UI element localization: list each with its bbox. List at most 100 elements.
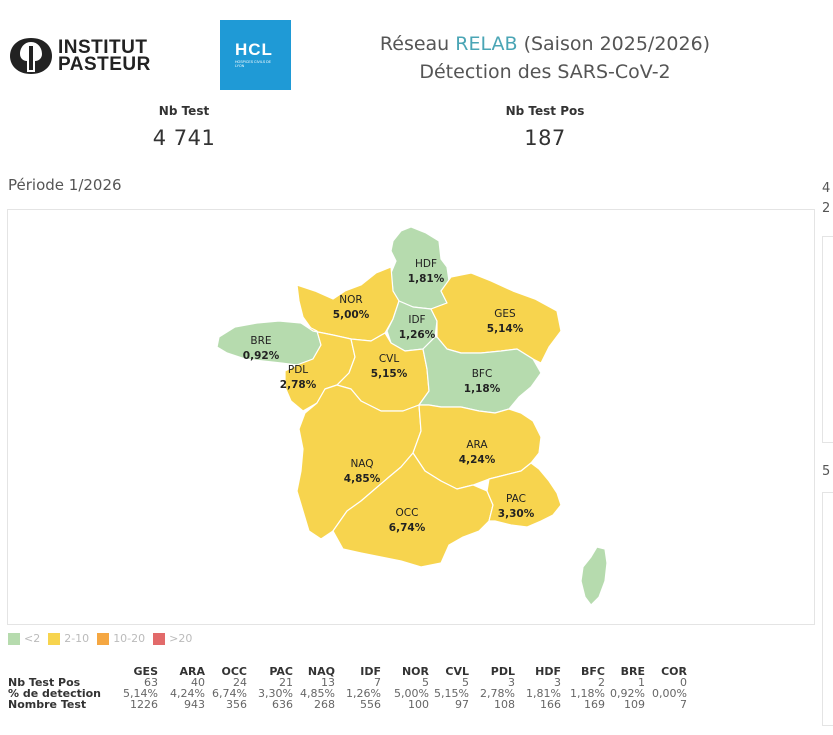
table-column-header: GES	[133, 665, 158, 678]
table-cell: 0,00%	[652, 687, 687, 700]
france-region-map[interactable]: HDF 1,81% NOR 5,00% IDF 1,26% GES 5,14% …	[8, 210, 814, 624]
legend-label-10-20: 10-20	[113, 632, 146, 645]
region-label-naq-pct: 4,85%	[344, 473, 381, 485]
table-column-header: CVL	[445, 665, 469, 678]
table-column-header: NOR	[401, 665, 429, 678]
table-cell: 1,18%	[570, 687, 605, 700]
table-cell: 5	[422, 676, 429, 689]
table-cell: 1,81%	[526, 687, 561, 700]
region-label-ges-code: GES	[494, 308, 516, 320]
table-column-header: OCC	[221, 665, 248, 678]
title-prefix: Réseau	[379, 33, 456, 55]
table-row-label: Nb Test Pos	[8, 676, 81, 689]
table-cell: 5	[462, 676, 469, 689]
kpi-nb-test-label: Nb Test	[158, 104, 210, 118]
table-column-header: BFC	[581, 665, 605, 678]
legend-label-2-10: 2-10	[64, 632, 90, 645]
region-label-ara-code: ARA	[466, 439, 488, 451]
table-cell: 4,24%	[170, 687, 205, 700]
region-cor[interactable]	[580, 546, 608, 606]
table-cell: 5,14%	[123, 687, 158, 700]
logo-line-1: INSTITUT	[58, 37, 148, 58]
kpi-nb-test-pos-value: 187	[524, 126, 566, 150]
table-cell: 5,00%	[394, 687, 429, 700]
region-pac[interactable]	[486, 462, 562, 528]
region-label-pdl-pct: 2,78%	[280, 379, 317, 391]
table-cell: 3	[508, 676, 515, 689]
table-column-header: HDF	[535, 665, 561, 678]
table-row-label: % de detection	[8, 687, 102, 700]
table-cell: 109	[624, 698, 645, 711]
table-column-header: COR	[661, 665, 687, 678]
region-label-hdf-code: HDF	[415, 258, 437, 270]
legend-label-gt20: >20	[169, 632, 193, 645]
table-cell: 1	[638, 676, 645, 689]
logo-line-2: PASTEUR	[58, 54, 151, 75]
table-row: Nombre Test 1226 943 356 636 268 556 100 97 108 16…	[8, 699, 687, 710]
table-cell: 0	[680, 676, 687, 689]
table-cell: 4,85%	[300, 687, 335, 700]
hcl-logo-title: HCL	[235, 40, 273, 59]
table-cell: 7	[680, 698, 687, 711]
legend-label-lt2: <2	[24, 632, 41, 645]
table-cell: 3,30%	[258, 687, 293, 700]
table-cell: 166	[540, 698, 561, 711]
legend-swatch-yellow	[48, 632, 61, 645]
table-cell: 63	[144, 676, 158, 689]
title-suffix: (Saison 2025/2026)	[517, 33, 711, 55]
region-label-occ-pct: 6,74%	[389, 522, 426, 534]
table-cell: 13	[321, 676, 335, 689]
table-row: % de detection 5,14% 4,24% 6,74% 3,30% 4,85% 1…	[8, 688, 687, 699]
table-cell: 1,26%	[346, 687, 381, 700]
table-cell: 169	[584, 698, 605, 711]
right-panel-box-1	[822, 236, 833, 443]
institut-pasteur-logo: INSTITUT PASTEUR	[8, 36, 151, 76]
table-cell: 943	[184, 698, 205, 711]
right-panel-box-2	[822, 492, 833, 726]
region-label-bfc-code: BFC	[472, 368, 493, 380]
kpi-nb-test: Nb Test 4 741	[104, 104, 264, 150]
dashboard-subtitle: Détection des SARS-CoV-2	[419, 61, 671, 83]
table-cell: 1226	[130, 698, 158, 711]
table-column-header: PDL	[490, 665, 515, 678]
table-row: Nb Test Pos 63 40 24 21 13 7 5 5 3 3 2 1 0	[8, 677, 687, 688]
legend-swatch-orange	[97, 632, 110, 645]
legend-item-10-20: 10-20	[97, 632, 145, 645]
legend-swatch-green	[8, 632, 20, 645]
kpi-nb-test-value: 4 741	[152, 126, 216, 150]
table-cell: 108	[494, 698, 515, 711]
title-highlight: RELAB	[455, 33, 518, 55]
table-cell: 2	[598, 676, 605, 689]
table-cell: 636	[272, 698, 293, 711]
kpi-nb-test-pos-label: Nb Test Pos	[505, 104, 585, 118]
table-cell: 100	[408, 698, 429, 711]
table-cell: 7	[374, 676, 381, 689]
region-label-idf-code: IDF	[408, 314, 425, 326]
table-column-header: PAC	[269, 665, 293, 678]
region-label-naq-code: NAQ	[350, 458, 373, 470]
periode-label: Période 1/2026	[8, 176, 122, 194]
table-cell: 268	[314, 698, 335, 711]
region-label-idf-pct: 1,26%	[399, 329, 436, 341]
region-data-table: GES ARA OCC PAC NAQ IDF NOR CVL PDL HDF BFC BRE COR …	[8, 666, 687, 710]
hcl-logo: HCL HOSPICES CIVILS DE LYON	[220, 20, 291, 90]
region-pdl[interactable]	[284, 322, 356, 412]
institut-pasteur-mark-icon	[10, 38, 52, 74]
table-column-header: NAQ	[307, 665, 335, 678]
right-stub-line-1: 4	[822, 181, 831, 196]
legend-item-lt2: <2	[8, 632, 40, 645]
region-label-pac-code: PAC	[506, 493, 526, 505]
table-cell: 6,74%	[212, 687, 247, 700]
legend-swatch-red	[153, 632, 166, 645]
table-cell: 21	[279, 676, 293, 689]
right-stub-line-3: 5	[822, 464, 831, 479]
table-cell: 97	[455, 698, 469, 711]
table-cell: 3	[554, 676, 561, 689]
table-cell: 24	[233, 676, 247, 689]
region-label-bfc-pct: 1,18%	[464, 383, 501, 395]
region-label-cvl-code: CVL	[379, 353, 400, 365]
region-label-pdl-code: PDL	[288, 364, 308, 376]
region-label-hdf-pct: 1,81%	[408, 273, 445, 285]
map-container[interactable]: HDF 1,81% NOR 5,00% IDF 1,26% GES 5,14% …	[7, 209, 815, 625]
legend-item-2-10: 2-10	[48, 632, 89, 645]
